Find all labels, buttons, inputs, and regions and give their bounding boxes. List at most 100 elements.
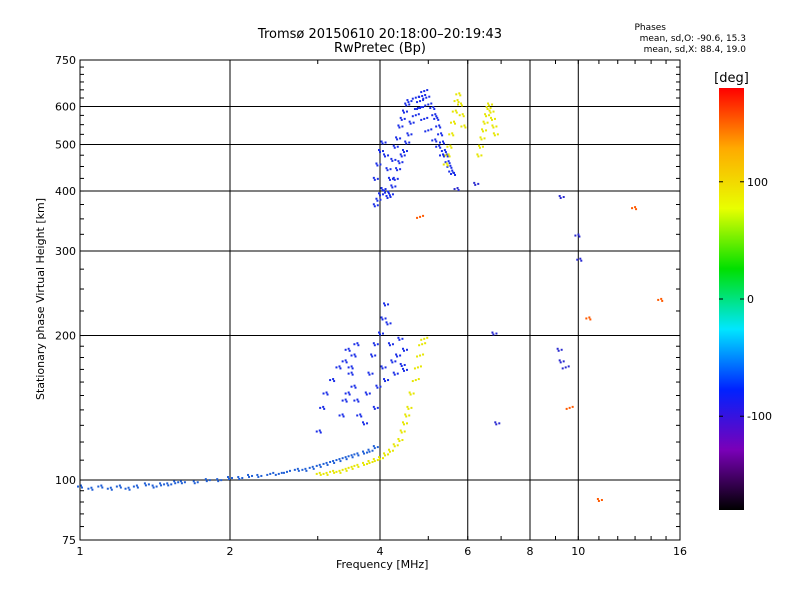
data-point <box>400 118 403 121</box>
data-point <box>326 463 329 466</box>
data-point <box>449 144 452 147</box>
data-point <box>423 337 426 340</box>
data-point <box>485 129 488 132</box>
data-point <box>444 154 447 157</box>
data-point <box>144 484 147 487</box>
data-point <box>444 151 447 154</box>
data-point <box>407 101 410 104</box>
data-point <box>448 170 451 173</box>
data-point <box>266 473 269 476</box>
data-point <box>248 475 251 478</box>
data-point <box>417 95 420 98</box>
data-point <box>127 486 130 489</box>
data-point <box>363 423 366 426</box>
x-tick-label: 16 <box>673 545 687 558</box>
data-point <box>408 120 411 123</box>
data-point <box>315 472 318 475</box>
data-point <box>395 353 398 356</box>
data-point <box>379 458 381 461</box>
data-point <box>398 338 401 341</box>
data-point <box>383 378 386 381</box>
data-point <box>388 344 391 347</box>
data-point <box>402 151 405 154</box>
data-point <box>332 469 335 472</box>
data-point <box>394 158 397 161</box>
data-point <box>411 380 414 383</box>
data-point <box>400 431 403 434</box>
data-point <box>456 187 459 190</box>
data-point <box>384 304 387 307</box>
data-point <box>109 486 112 489</box>
data-point <box>457 189 460 192</box>
data-point <box>351 373 354 376</box>
data-point <box>420 338 423 341</box>
data-point <box>372 405 375 408</box>
data-point <box>478 146 481 149</box>
data-point <box>571 405 574 408</box>
data-point <box>562 360 565 363</box>
data-point <box>431 139 434 142</box>
data-point <box>315 430 318 433</box>
data-point <box>401 347 404 350</box>
data-point <box>492 132 495 135</box>
data-point <box>339 460 342 463</box>
data-point <box>483 137 486 140</box>
data-point <box>446 145 449 148</box>
data-point <box>193 482 196 485</box>
data-point <box>304 467 307 470</box>
data-point <box>397 336 400 339</box>
data-point <box>231 477 233 480</box>
data-point <box>414 96 417 99</box>
data-point <box>577 233 580 236</box>
data-point <box>376 459 379 462</box>
data-point <box>461 104 464 107</box>
data-point <box>367 448 370 451</box>
data-point <box>345 400 348 403</box>
data-point <box>362 450 365 453</box>
data-point <box>410 406 413 409</box>
data-point <box>393 178 396 181</box>
data-point <box>333 380 336 383</box>
data-point <box>397 124 400 127</box>
data-point <box>364 391 367 394</box>
data-point <box>382 457 384 460</box>
data-point <box>457 103 460 106</box>
data-point <box>486 108 489 111</box>
data-point <box>464 126 467 129</box>
data-point <box>345 469 348 472</box>
data-point <box>177 481 180 484</box>
data-point <box>325 391 328 394</box>
data-point <box>450 146 453 149</box>
data-point <box>339 471 342 474</box>
data-point <box>492 333 495 336</box>
data-point <box>371 460 374 463</box>
data-point <box>412 392 415 395</box>
data-point <box>473 181 476 184</box>
x-tick-label: 8 <box>527 545 534 558</box>
colorbar-label: [deg] <box>714 71 749 86</box>
data-point <box>332 459 335 462</box>
data-point <box>407 134 410 137</box>
data-point <box>274 473 277 476</box>
data-point <box>562 196 565 199</box>
data-point <box>442 163 445 166</box>
data-point <box>344 392 347 395</box>
data-point <box>480 138 483 141</box>
data-point <box>379 333 381 336</box>
data-point <box>132 485 135 488</box>
data-point <box>405 142 408 145</box>
data-point <box>143 482 146 485</box>
data-point <box>296 467 299 470</box>
data-point <box>379 151 381 154</box>
data-point <box>558 359 561 362</box>
data-point <box>356 463 359 466</box>
data-point <box>147 483 150 486</box>
data-point <box>384 380 387 383</box>
data-point <box>128 488 131 491</box>
data-point <box>365 393 368 396</box>
data-point <box>477 155 480 158</box>
data-point <box>318 471 321 474</box>
data-point <box>446 164 449 167</box>
data-point <box>492 126 495 129</box>
data-point <box>446 155 449 158</box>
